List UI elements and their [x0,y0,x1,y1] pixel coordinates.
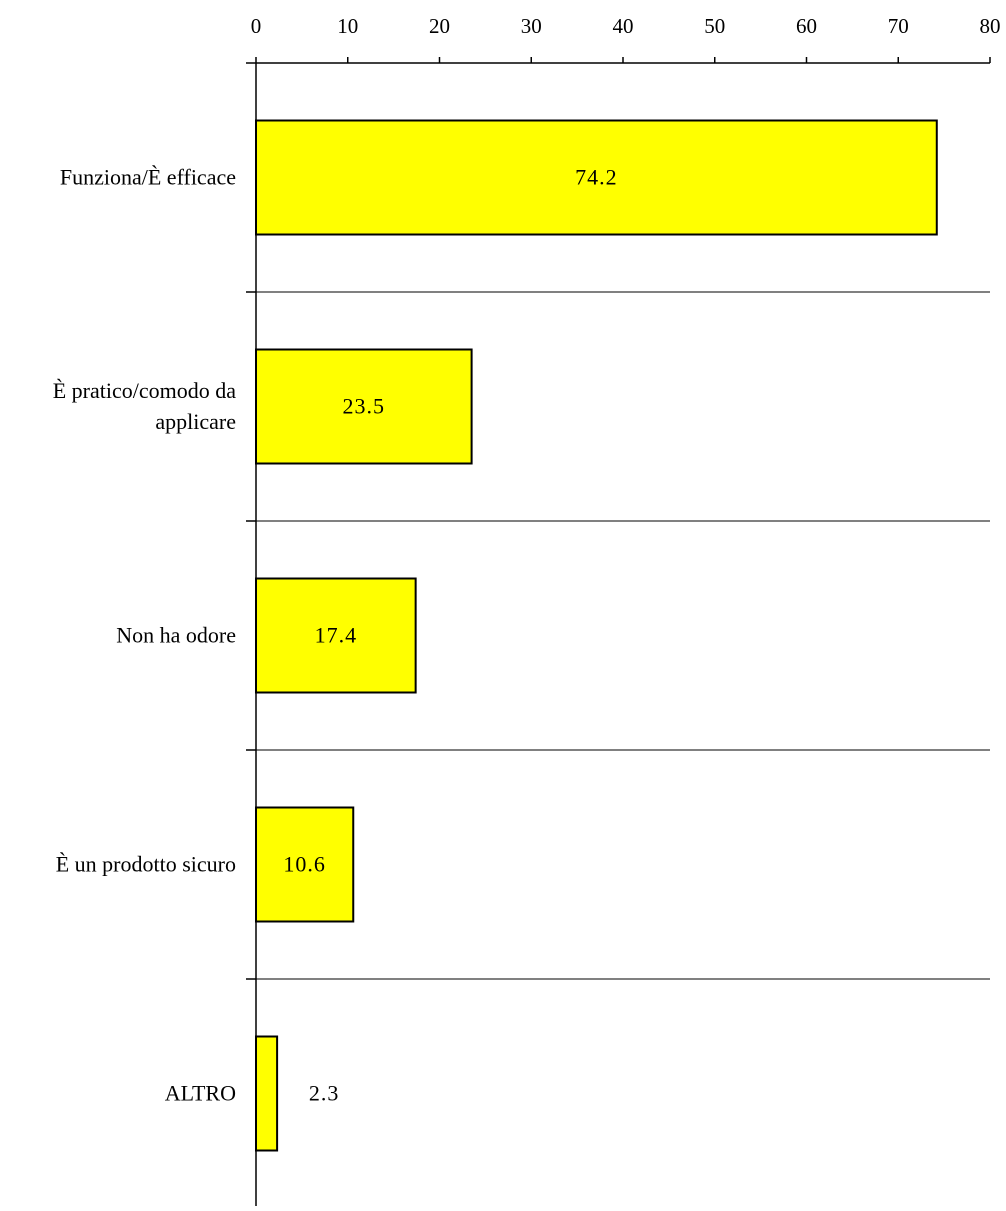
x-tick-label: 80 [980,14,1001,38]
category-label: È un prodotto sicuro [56,852,236,877]
category-label: ALTRO [165,1081,236,1106]
x-tick-label: 60 [796,14,817,38]
bar [255,348,473,465]
data-label: 23.5 [343,394,386,419]
bar [255,119,938,236]
x-tick-label: 70 [888,14,909,38]
x-tick-label: 0 [251,14,262,38]
bar [255,806,355,923]
data-label: 17.4 [315,623,358,648]
data-label: 74.2 [575,165,618,190]
x-tick-label: 50 [704,14,725,38]
x-tick-label: 10 [337,14,358,38]
x-tick-label: 20 [429,14,450,38]
category-label: È pratico/comodo da [53,378,237,403]
bar [255,577,417,694]
x-tick-label: 30 [521,14,542,38]
category-label: Non ha odore [116,623,236,648]
x-tick-label: 40 [613,14,634,38]
data-label: 2.3 [309,1081,340,1106]
bar [255,1035,279,1152]
data-label: 10.6 [283,852,326,877]
category-label: Funziona/È efficace [60,165,236,190]
category-label: applicare [155,409,236,434]
